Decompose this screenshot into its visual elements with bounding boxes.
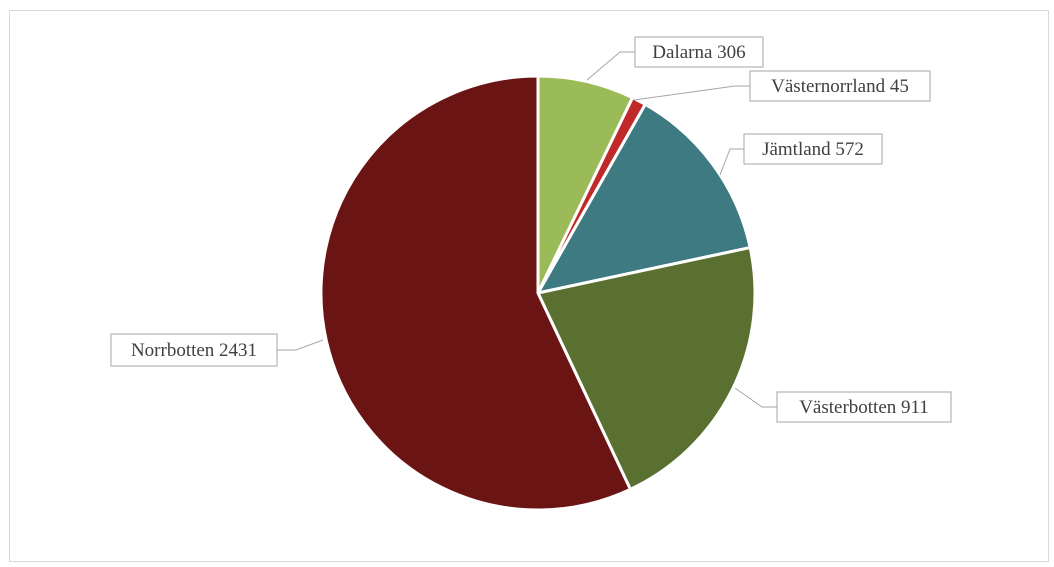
data-label-jämtland: Jämtland 572: [762, 139, 864, 160]
pie-slice-jämtland: [536, 102, 752, 295]
data-label-box-västerbotten: [776, 391, 952, 423]
leader-line-västerbotten: [734, 387, 777, 408]
leader-line-jämtland: [719, 148, 744, 176]
leader-line-norrbotten: [277, 339, 324, 351]
pie-slice-västerbotten: [536, 246, 757, 491]
pie-slices: [319, 74, 757, 512]
leader-line-västernorrland: [633, 85, 750, 101]
data-label-västerbotten: Västerbotten 911: [799, 397, 929, 418]
data-labels: Dalarna 306 Västernorrland 45 Jämtland 572…: [110, 36, 952, 423]
data-label-box-västernorrland: [749, 70, 931, 102]
data-label-dalarna: Dalarna 306: [652, 42, 745, 63]
data-label-box-jämtland: [743, 133, 883, 165]
leader-line-dalarna: [586, 51, 635, 81]
data-label-västernorrland: Västernorrland 45: [771, 76, 909, 97]
pie-slice-norrbotten: [319, 74, 632, 512]
data-label-norrbotten: Norrbotten 2431: [131, 340, 257, 361]
data-label-box-norrbotten: [110, 333, 278, 367]
data-label-box-dalarna: [634, 36, 764, 68]
leader-lines: [277, 51, 777, 408]
